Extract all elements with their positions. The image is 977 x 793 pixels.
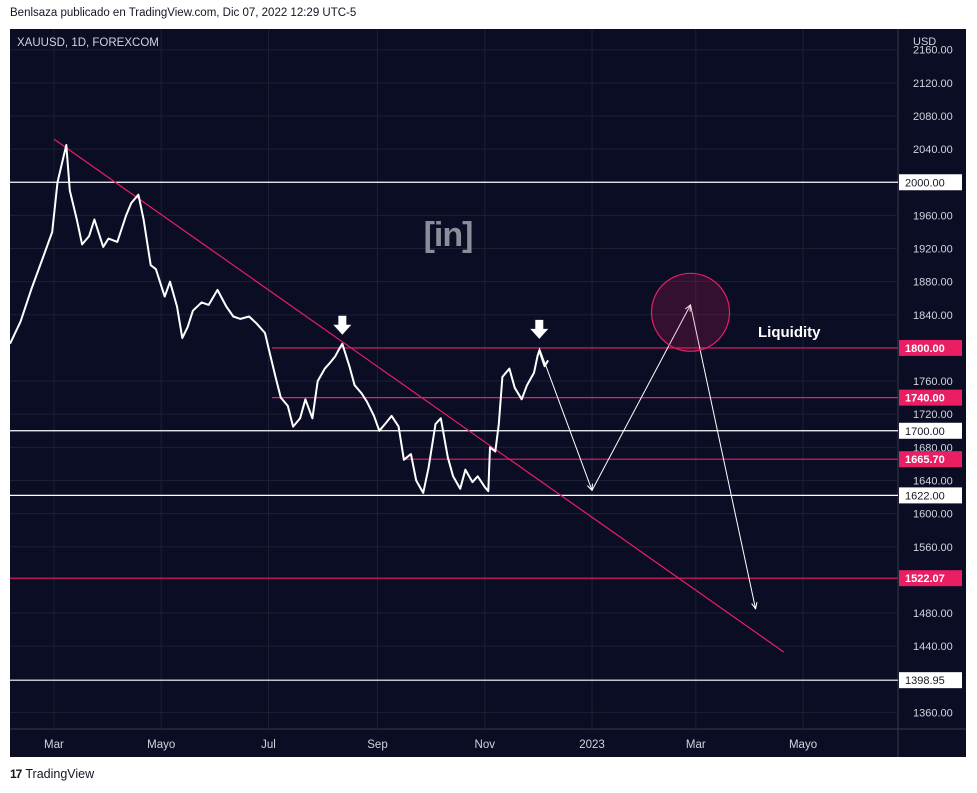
level-tag [899, 570, 962, 587]
time-axis: Mar Mayo Jul Sep Nov 2023 Mar Mayo [44, 739, 817, 751]
level-tag [899, 389, 962, 406]
trendline-layer [53, 138, 785, 653]
symbol-label: XAUUSD, 1D, FOREXCOM [17, 37, 159, 49]
tradingview-logo-icon: 17 [10, 767, 22, 781]
currency-label: USD [913, 36, 936, 48]
publish-info: Benlsaza publicado en TradingView.com, D… [10, 7, 357, 19]
level-tag-label: 1665.70 [905, 454, 945, 466]
price-line [9, 144, 549, 494]
level-tag-label: 1522.07 [905, 573, 945, 585]
trendline [53, 138, 785, 653]
footer-brand[interactable]: 17 TradingView [10, 767, 94, 781]
level-tag-label: 1740.00 [905, 393, 945, 405]
down-arrow-icon [530, 319, 549, 339]
level-tag [899, 422, 962, 439]
y-tick-label: 1840.00 [913, 310, 953, 322]
x-tick-label: Mar [44, 739, 64, 751]
y-tick-label: 1440.00 [913, 641, 953, 653]
y-tick-label: 1600.00 [913, 509, 953, 521]
y-tick-label: 1480.00 [913, 608, 953, 620]
level-lines [10, 181, 898, 681]
down-arrow-icon [333, 315, 352, 335]
y-tick-label: 1760.00 [913, 376, 953, 388]
level-tag-label: 2000.00 [905, 177, 945, 189]
level-tag [899, 339, 962, 356]
level-tag-label: 1800.00 [905, 343, 945, 355]
level-tag [899, 672, 962, 689]
liquidity-circle [650, 272, 731, 352]
y-tick-label: 1880.00 [913, 277, 953, 289]
level-tag [899, 487, 962, 504]
level-tag-label: 1622.00 [905, 490, 945, 502]
projection-segment [538, 347, 592, 490]
grid [10, 29, 966, 757]
y-tick-label: 1360.00 [913, 707, 953, 719]
chart-area[interactable]: [in] 2160.00 2120.00 2080.00 2040.00 1960.00… [9, 29, 966, 757]
x-tick-label: Nov [475, 739, 496, 751]
projection-segment [591, 305, 690, 491]
footer-brand-label: TradingView [25, 767, 95, 781]
level-tag [899, 451, 962, 468]
x-tick-label: Mar [686, 739, 706, 751]
y-tick-label: 1960.00 [913, 210, 953, 222]
y-tick-label: 1640.00 [913, 475, 953, 487]
projection-segment [690, 304, 756, 609]
level-tag-label: 1398.95 [905, 675, 945, 687]
level-tag [899, 174, 962, 191]
y-tick-label: 1920.00 [913, 244, 953, 256]
markers-layer [333, 315, 549, 339]
liquidity-label: Liquidity [758, 324, 821, 341]
y-tick-label: 1720.00 [913, 409, 953, 421]
watermark-logo: [in] [424, 216, 474, 254]
x-tick-label: Mayo [789, 739, 817, 751]
x-tick-label: Mayo [147, 739, 175, 751]
chart-svg[interactable]: [in] 2160.00 2120.00 2080.00 2040.00 1960.00… [9, 29, 966, 757]
y-tick-label: 2080.00 [913, 111, 953, 123]
x-tick-label: Sep [367, 739, 387, 751]
x-tick-label: 2023 [579, 739, 605, 751]
y-tick-label: 2160.00 [913, 45, 953, 57]
level-tag-label: 1700.00 [905, 426, 945, 438]
svg-text:[in]: [in] [424, 216, 473, 254]
projection-layer [538, 272, 756, 609]
price-series-layer [9, 144, 549, 494]
y-tick-label: 2120.00 [913, 78, 953, 90]
y-tick-label: 1560.00 [913, 542, 953, 554]
price-axis: 2160.00 2120.00 2080.00 2040.00 1960.00 1920.… [899, 45, 962, 719]
x-tick-label: Jul [261, 739, 276, 751]
y-tick-label: 2040.00 [913, 144, 953, 156]
